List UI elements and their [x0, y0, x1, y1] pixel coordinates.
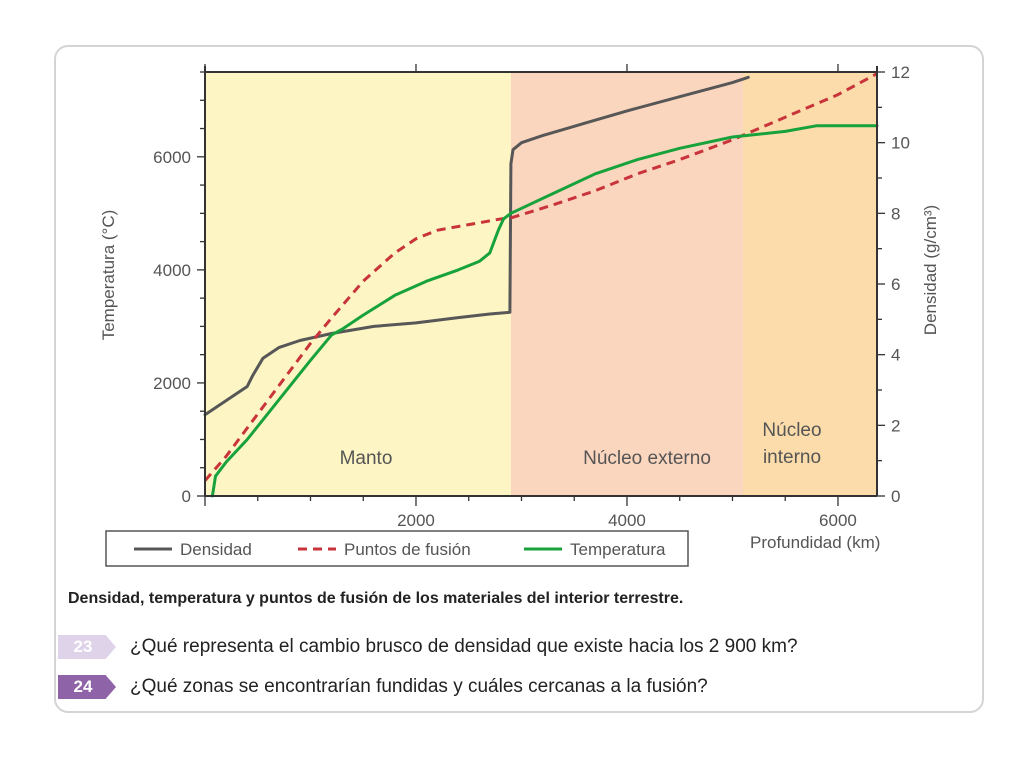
y-right-tick-label: 12: [891, 63, 910, 82]
y-right-tick-label: 0: [891, 487, 900, 506]
y-left-tick-label: 2000: [153, 374, 191, 393]
region-band: [743, 72, 877, 496]
region-bands: [205, 72, 877, 496]
question-text: ¿Qué zonas se encontrarían fundidas y cu…: [130, 676, 708, 697]
question-number-badge: 24: [58, 675, 116, 699]
legend-box: [105, 530, 689, 567]
x-tick-label: 2000: [397, 511, 435, 530]
y-right-tick-label: 2: [891, 416, 900, 435]
legend-label: Temperatura: [570, 540, 666, 559]
figure-caption: Densidad, temperatura y puntos de fusión…: [68, 590, 684, 607]
x-tick-label: 4000: [608, 511, 646, 530]
y-right-tick-label: 8: [891, 204, 900, 223]
plot-frame: [204, 66, 878, 497]
question-24: 24 ¿Qué zonas se encontrarían fundidas y…: [58, 672, 708, 702]
y-axis-right-label: Densidad (g/cm³): [921, 205, 940, 335]
question-number-badge: 23: [58, 635, 116, 659]
question-23: 23 ¿Qué representa el cambio brusco de d…: [58, 632, 798, 662]
y-axis-left-label: Temperatura (°C): [99, 210, 118, 341]
question-text: ¿Qué representa el cambio brusco de dens…: [130, 636, 798, 657]
series-line-temperatura: [210, 124, 879, 498]
region-label-nucleo-externo: Núcleo externo: [583, 448, 711, 469]
region-label-nucleo-interno: Núcleo interno: [762, 420, 821, 468]
series-line-puntos-de-fusion: [203, 72, 878, 482]
y-right-tick-label: 10: [891, 134, 910, 153]
region-label-manto: Manto: [340, 448, 393, 469]
y-left-tick-label: 0: [182, 487, 191, 506]
y-left-tick-label: 4000: [153, 261, 191, 280]
tick-labels: Manto Núcleo externo Núcleo interno 0 2000 400…: [153, 63, 910, 530]
y-right-tick-label: 6: [891, 275, 900, 294]
region-band: [205, 72, 511, 496]
y-right-tick-label: 4: [891, 346, 900, 365]
legend-label: Puntos de fusión: [344, 540, 471, 559]
x-axis-label: Profundidad (km): [750, 533, 880, 552]
legend: Densidad Puntos de fusión Temperatura: [105, 530, 689, 567]
legend-label: Densidad: [180, 540, 252, 559]
series-line-densidad: [203, 75, 750, 417]
series-lines: [203, 72, 879, 498]
x-tick-label: 6000: [819, 511, 857, 530]
y-left-tick-label: 6000: [153, 148, 191, 167]
